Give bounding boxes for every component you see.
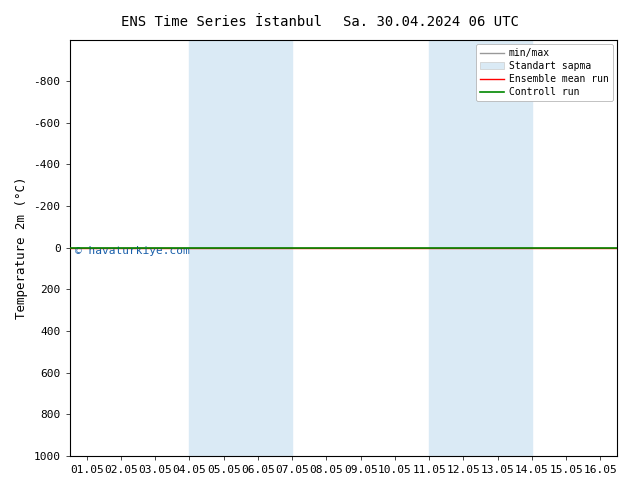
- Bar: [190, 40, 292, 456]
- Text: © havaturkiye.com: © havaturkiye.com: [75, 245, 190, 256]
- Text: Sa. 30.04.2024 06 UTC: Sa. 30.04.2024 06 UTC: [343, 15, 519, 29]
- Bar: [429, 40, 532, 456]
- Y-axis label: Temperature 2m (°C): Temperature 2m (°C): [15, 176, 28, 319]
- Text: ENS Time Series İstanbul: ENS Time Series İstanbul: [121, 15, 323, 29]
- Legend: min/max, Standart sapma, Ensemble mean run, Controll run: min/max, Standart sapma, Ensemble mean r…: [476, 45, 612, 101]
